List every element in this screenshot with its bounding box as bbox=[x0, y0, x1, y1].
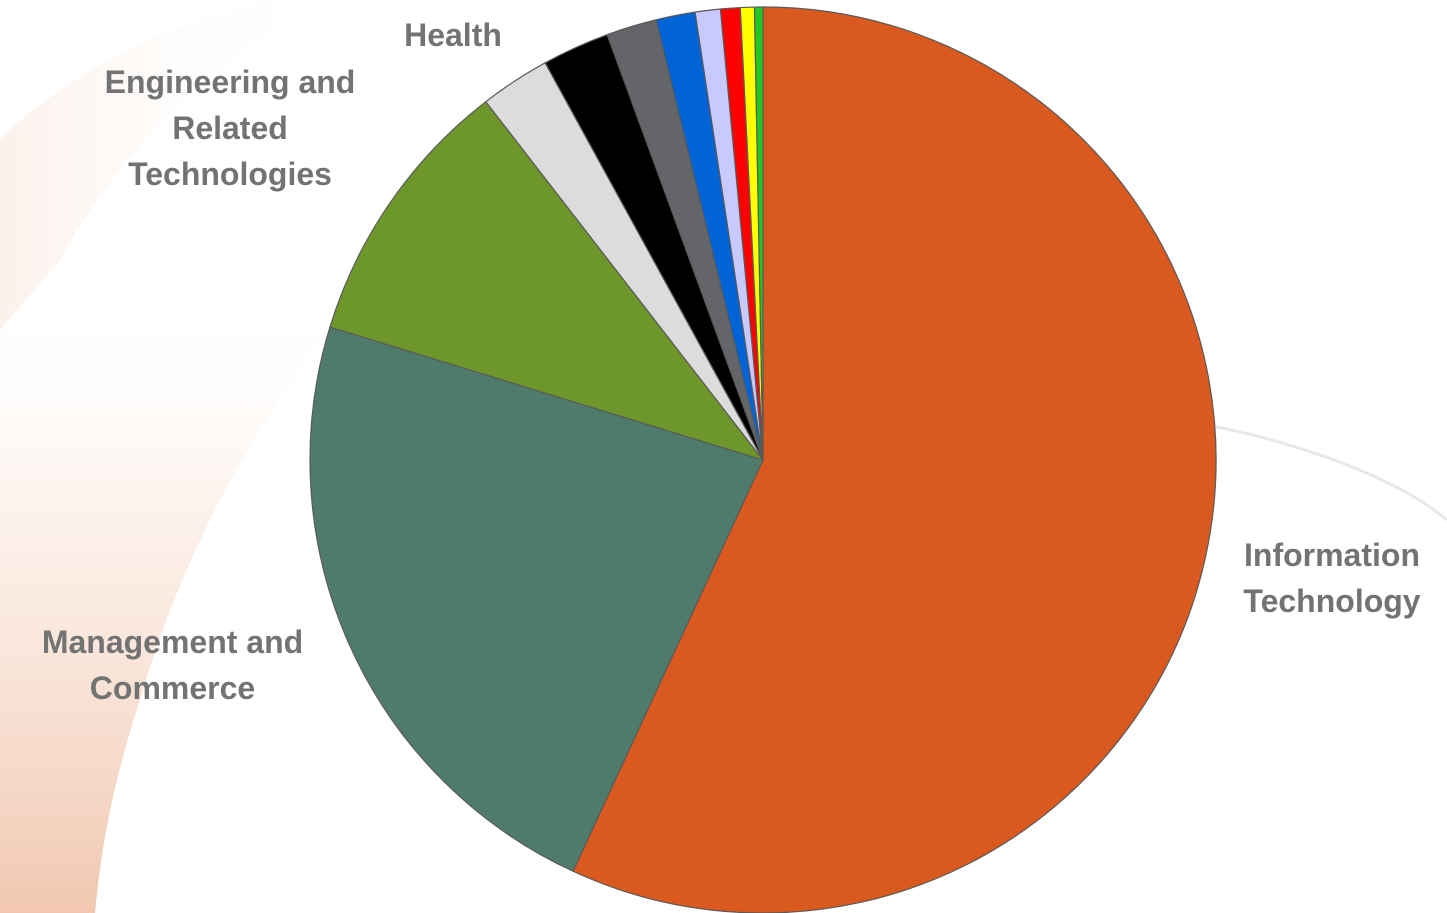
slice-label-information-technology: Information Technology bbox=[1243, 537, 1421, 619]
pie-slice-information-technology bbox=[572, 6, 1217, 913]
pie-slices bbox=[309, 6, 1217, 913]
pie-slice-management-and-commerce bbox=[309, 326, 764, 873]
pie-slice-unlabeled-10 bbox=[753, 6, 764, 461]
pie-slice-engineering-and-related-technologies bbox=[329, 100, 765, 462]
slice-label-engineering-and-related-technologies: Engineering and Related Technologies bbox=[104, 64, 356, 192]
slice-label-management-and-commerce: Management and Commerce bbox=[41, 624, 304, 706]
slice-label-health: Health bbox=[404, 17, 502, 53]
